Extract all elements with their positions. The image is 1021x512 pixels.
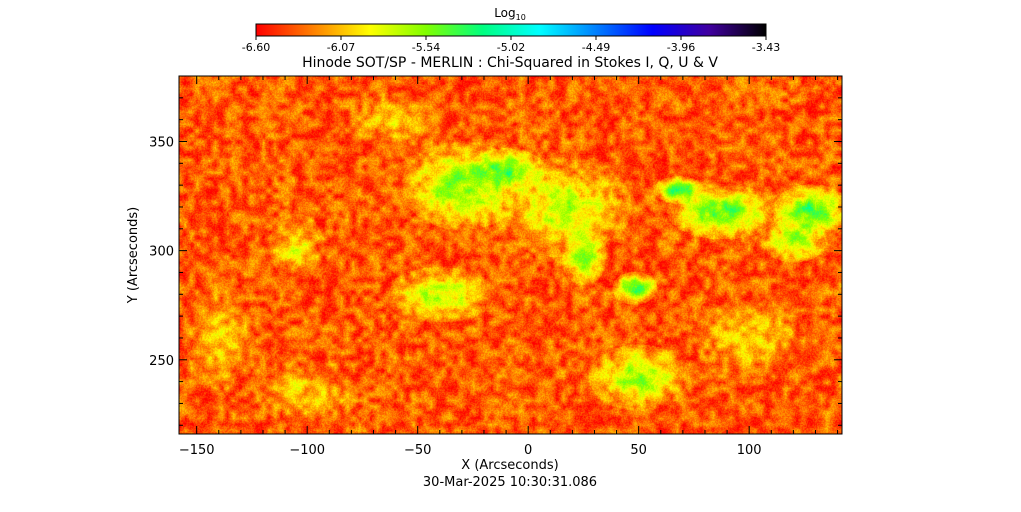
colorbar-tick-label: -3.96 [667,41,695,54]
x-tick-label: −100 [289,443,325,458]
colorbar-tick-label: -3.43 [752,41,780,54]
timestamp: 30-Mar-2025 10:30:31.086 [423,475,597,490]
plot-frame [178,75,843,435]
colorbar: Log10 -6.60 -6.07 -5.54 -5.02 -4.49 -3.96 -3.4… [242,6,780,54]
x-tick-label: −150 [179,443,215,458]
heatmap-image [179,76,842,434]
colorbar-tick-label: -6.07 [327,41,355,54]
y-axis-label: Y (Arcseconds) [126,207,141,304]
colorbar-tick-label: -6.60 [242,41,270,54]
x-tick-label: 50 [630,443,647,458]
colorbar-ticks: -6.60 -6.07 -5.54 -5.02 -4.49 -3.96 -3.43 [242,36,780,54]
y-tick-label: 300 [149,245,174,260]
x-tick-label: −50 [404,443,431,458]
colorbar-tick-label: -5.02 [497,41,525,54]
x-axis-label: X (Arcseconds) [461,458,558,473]
y-tick-label: 350 [149,135,174,150]
colorbar-gradient [256,24,767,36]
y-tick-label: 250 [149,354,174,369]
x-tick-label: 100 [737,443,762,458]
colorbar-label: Log10 [494,6,526,22]
axis-ticks: −150 −100 −50 0 50 100 250 300 350 [149,75,842,458]
colorbar-tick-label: -4.49 [582,41,610,54]
chart-title: Hinode SOT/SP - MERLIN : Chi-Squared in … [302,55,718,71]
plot-area: −150 −100 −50 0 50 100 250 300 350 [149,75,843,458]
colorbar-tick-label: -5.54 [412,41,440,54]
x-tick-label: 0 [524,443,532,458]
